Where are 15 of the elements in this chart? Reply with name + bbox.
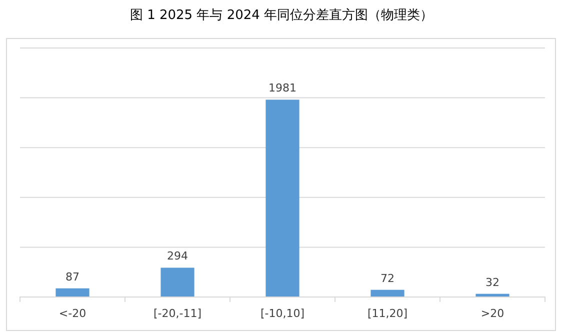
data-label: 32 — [486, 276, 500, 289]
data-label: 294 — [167, 250, 188, 263]
data-label: 87 — [66, 270, 80, 284]
x-tick-label: >20 — [480, 307, 504, 320]
x-tick-label: [-20,-11] — [153, 307, 202, 320]
data-label: 1981 — [268, 82, 296, 95]
bar — [266, 100, 300, 297]
chart-title: 图 1 2025 年与 2024 年同位分差直方图（物理类） — [130, 7, 434, 23]
bar — [370, 290, 404, 297]
bar — [160, 268, 194, 297]
x-tick-label: <-20 — [58, 307, 86, 320]
x-tick-label: [-10,10] — [260, 307, 305, 320]
x-tick-label: [11,20] — [367, 307, 408, 320]
bar — [56, 288, 90, 297]
data-label: 72 — [380, 272, 394, 285]
